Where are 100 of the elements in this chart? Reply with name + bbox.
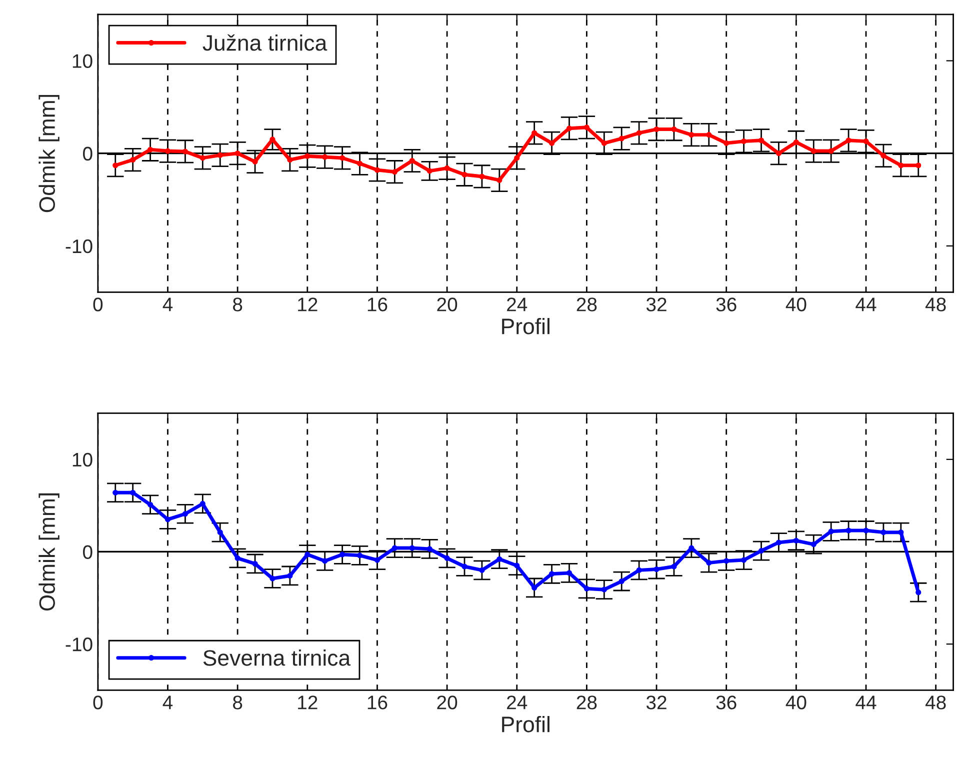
point [112, 162, 118, 168]
point [741, 557, 747, 563]
x-tick-label: 24 [507, 298, 528, 312]
point [217, 152, 223, 158]
point [706, 132, 712, 138]
point [880, 530, 886, 536]
point [426, 168, 432, 174]
point [182, 511, 188, 517]
x-tick-label: 40 [786, 298, 806, 312]
point [148, 502, 154, 508]
point [846, 138, 852, 144]
x-tick-label: 8 [233, 696, 242, 710]
point [496, 177, 502, 183]
point [340, 155, 346, 161]
point [514, 155, 520, 161]
point [916, 162, 922, 168]
point [793, 538, 799, 544]
point [356, 160, 363, 166]
point [846, 528, 852, 534]
x-tick-label: 44 [856, 696, 876, 710]
point [444, 555, 450, 561]
point [164, 516, 171, 522]
point [234, 555, 240, 561]
x-tick-label: 8 [233, 298, 242, 312]
point [566, 570, 572, 576]
point [252, 560, 258, 567]
legend-label: Južna tirnica [202, 34, 328, 51]
point [148, 146, 154, 152]
point [584, 586, 590, 592]
x-tick-label: 32 [646, 298, 666, 312]
point [130, 490, 136, 496]
point [706, 560, 712, 566]
point [898, 162, 904, 168]
y-tick-label: 0 [83, 545, 92, 559]
point [252, 158, 258, 164]
point [479, 174, 485, 180]
point [654, 126, 660, 132]
y-tick-label: 10 [72, 452, 92, 467]
point [234, 150, 240, 156]
x-tick-label: 20 [437, 298, 458, 312]
point [322, 154, 328, 160]
x-tick-label: 28 [576, 298, 597, 312]
point [636, 130, 642, 136]
point [514, 562, 520, 568]
point [828, 148, 834, 154]
point [601, 586, 607, 592]
point [549, 140, 555, 146]
point [287, 572, 293, 579]
point [426, 546, 432, 552]
x-tick-label: 0 [93, 696, 103, 710]
point [601, 140, 607, 146]
point [217, 530, 223, 536]
x-tick-label: 36 [716, 696, 736, 710]
point [182, 148, 188, 154]
point [374, 167, 380, 173]
point [479, 567, 485, 573]
y-tick-label: -10 [66, 638, 92, 652]
point [863, 138, 869, 144]
point [532, 584, 538, 591]
point [304, 153, 310, 159]
point [741, 138, 747, 144]
point [654, 566, 660, 572]
point [287, 157, 293, 163]
x-tick-label: 20 [437, 696, 458, 710]
point [671, 564, 677, 570]
y-axis-title: Odmik [mm] [38, 95, 60, 212]
point [898, 530, 904, 536]
x-tick-label: 40 [786, 696, 806, 710]
point [810, 542, 816, 548]
x-tick-label: 16 [368, 298, 388, 312]
x-tick-label: 36 [716, 298, 736, 312]
point [724, 558, 730, 564]
point [636, 567, 642, 573]
x-axis-title: Profil [502, 716, 550, 732]
legend-label: Severna tirnica [203, 650, 351, 666]
point [776, 150, 782, 156]
point [793, 139, 799, 146]
point [671, 126, 677, 132]
point [340, 552, 346, 558]
x-tick-label: 28 [576, 696, 597, 710]
point [374, 557, 380, 563]
point [863, 528, 869, 534]
point [304, 552, 310, 558]
x-tick-label: 16 [368, 696, 388, 710]
point [584, 124, 590, 130]
point [322, 558, 328, 564]
point [532, 130, 538, 136]
point [130, 157, 136, 163]
y-axis-title: Odmik [mm] [38, 493, 60, 611]
x-tick-label: 4 [162, 696, 173, 710]
point [200, 500, 206, 506]
y-tick-label: 0 [83, 146, 92, 161]
point [810, 148, 816, 154]
point [462, 172, 468, 178]
point [688, 132, 694, 138]
y-tick-label: -10 [66, 239, 92, 254]
point [200, 155, 206, 161]
point [828, 528, 834, 534]
x-axis-title: Profil [502, 318, 550, 334]
point [724, 140, 730, 146]
